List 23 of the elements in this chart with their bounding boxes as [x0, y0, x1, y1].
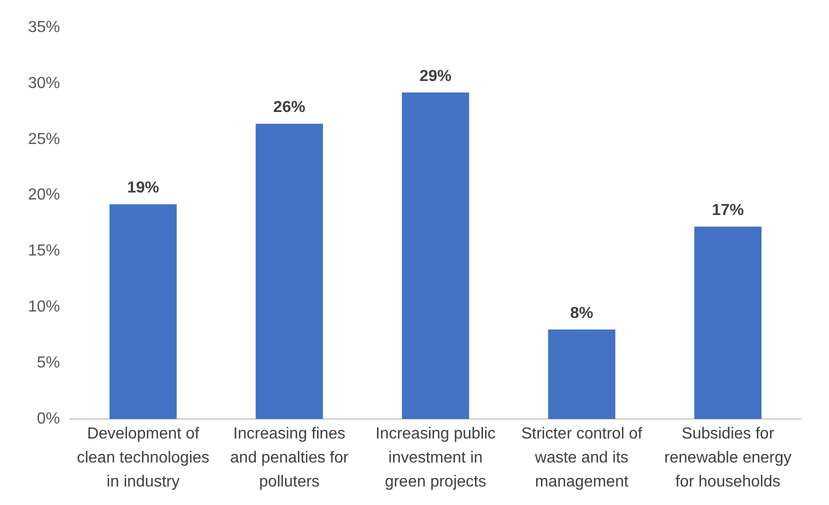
x-tick-label: Development of clean technologies in industry	[76, 425, 210, 490]
data-label: 17%	[712, 202, 744, 220]
y-tick-label: 35%	[28, 19, 60, 36]
y-tick-label: 30%	[28, 74, 60, 92]
x-tick-label: Increasing fines and penalties for polluters	[230, 425, 350, 490]
x-tick-label: Stricter control of waste and its management	[521, 425, 643, 490]
y-tick-label: 10%	[28, 298, 60, 316]
x-tick-label: Subsidies for renewable energy for households	[664, 425, 792, 490]
data-label: 29%	[419, 68, 452, 85]
y-tick-label: 5%	[36, 354, 60, 372]
bar	[109, 204, 177, 419]
bar	[256, 124, 323, 419]
y-tick-label: 15%	[28, 242, 60, 260]
y-tick-label: 25%	[28, 130, 60, 148]
y-tick-label: 0%	[36, 410, 60, 428]
data-label: 8%	[570, 304, 594, 322]
x-tick-label: Increasing public investment in green projects	[375, 425, 496, 490]
bar	[694, 226, 762, 419]
data-label: 19%	[127, 180, 160, 197]
bar	[402, 92, 470, 419]
data-label: 26%	[273, 99, 306, 116]
y-tick-label: 20%	[28, 186, 60, 204]
bar	[548, 330, 616, 419]
